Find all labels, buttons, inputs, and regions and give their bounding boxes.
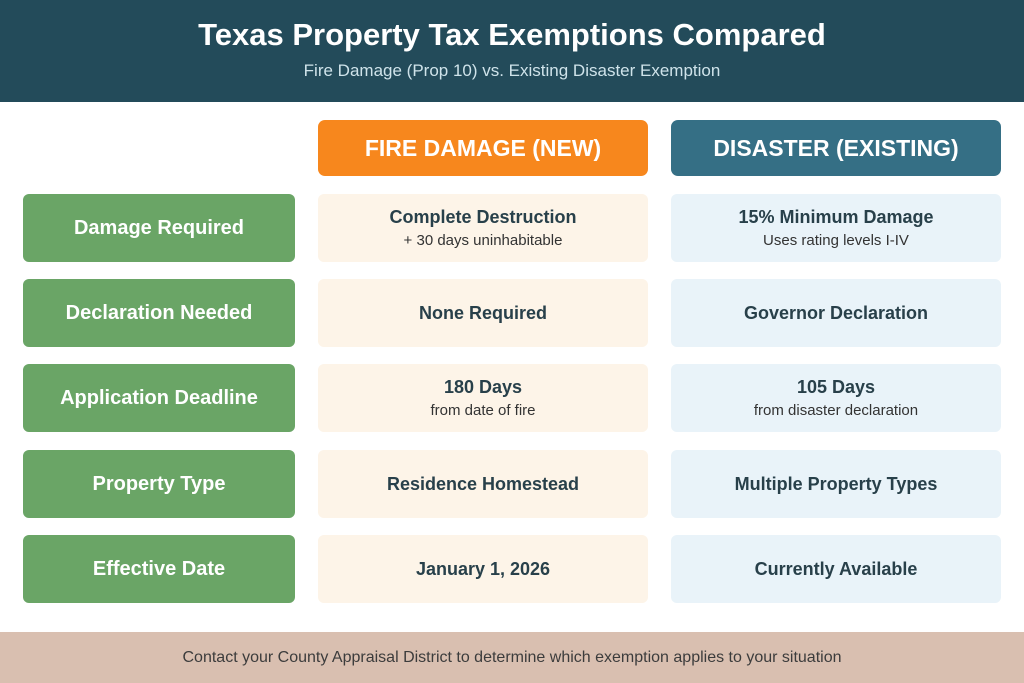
row-label: Declaration Needed: [23, 279, 295, 347]
column-header-fire: FIRE DAMAGE (NEW): [318, 120, 648, 176]
comparison-row: Application Deadline 180 Days from date of…: [0, 364, 1024, 432]
fire-cell: Complete Destruction + 30 days uninhabita…: [318, 194, 648, 262]
fire-main-text: January 1, 2026: [415, 558, 551, 579]
disaster-main-text: 105 Days: [796, 377, 876, 397]
fire-main-text: Residence Homestead: [386, 473, 580, 494]
fire-cell: January 1, 2026: [318, 535, 648, 603]
comparison-row: Declaration Needed None Required Governor …: [0, 279, 1024, 347]
disaster-sub-text: from disaster declaration: [753, 402, 919, 419]
fire-sub-text: from date of fire: [430, 402, 536, 419]
disaster-main-text: Governor Declaration: [743, 302, 929, 323]
fire-sub-text: + 30 days uninhabitable: [403, 232, 563, 249]
disaster-cell: Currently Available: [671, 535, 1001, 603]
fire-main-text: None Required: [418, 302, 547, 323]
column-header-disaster: DISASTER (EXISTING): [671, 120, 1001, 176]
fire-cell: Residence Homestead: [318, 450, 648, 518]
row-label: Property Type: [23, 450, 295, 518]
disaster-cell: 15% Minimum Damage Uses rating levels I-I…: [671, 194, 1001, 262]
fire-main-text: Complete Destruction: [389, 207, 577, 227]
page-subtitle: Fire Damage (Prop 10) vs. Existing Disas…: [303, 61, 721, 80]
comparison-row: Effective Date January 1, 2026 Currently A…: [0, 535, 1024, 603]
row-label: Effective Date: [23, 535, 295, 603]
row-label: Application Deadline: [23, 364, 295, 432]
fire-cell: None Required: [318, 279, 648, 347]
page-title: Texas Property Tax Exemptions Compared: [198, 17, 826, 52]
disaster-main-text: 15% Minimum Damage: [738, 207, 934, 227]
header: Texas Property Tax Exemptions Compared F…: [0, 0, 1024, 102]
fire-main-text: 180 Days: [443, 377, 523, 397]
disaster-cell: Governor Declaration: [671, 279, 1001, 347]
fire-cell: 180 Days from date of fire: [318, 364, 648, 432]
disaster-cell: Multiple Property Types: [671, 450, 1001, 518]
footer-note: Contact your County Appraisal District t…: [0, 632, 1024, 683]
disaster-main-text: Currently Available: [754, 558, 918, 579]
row-label: Damage Required: [23, 194, 295, 262]
disaster-cell: 105 Days from disaster declaration: [671, 364, 1001, 432]
comparison-row: Property Type Residence Homestead Multiple…: [0, 450, 1024, 518]
disaster-sub-text: Uses rating levels I-IV: [763, 232, 909, 249]
disaster-main-text: Multiple Property Types: [734, 473, 938, 494]
comparison-row: Damage Required Complete Destruction + 30 …: [0, 194, 1024, 262]
